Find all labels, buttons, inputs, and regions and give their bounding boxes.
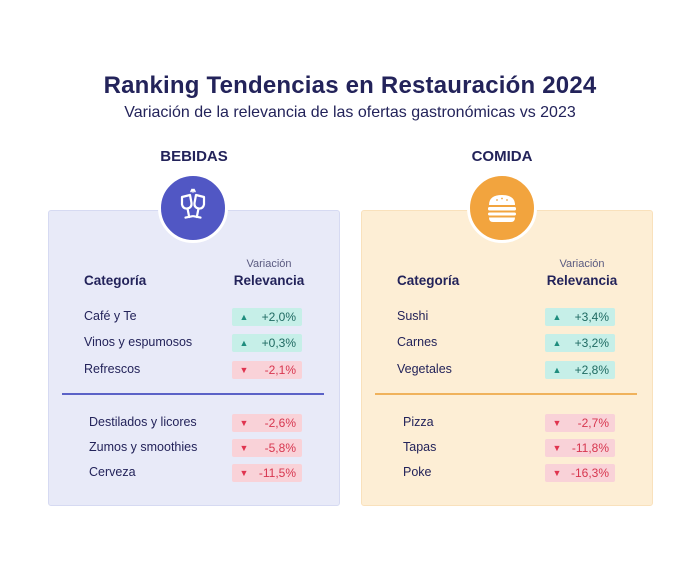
arrow-down-icon: ▼	[552, 443, 562, 453]
comida-row-value-badge: ▲ +3,2%	[545, 334, 615, 352]
bebidas-row-value: +2,0%	[261, 310, 296, 324]
bebidas-row-value-badge: ▼ -2,1%	[232, 361, 302, 379]
comida-col-variation: Variación	[559, 258, 605, 270]
bebidas-col-variation: Variación	[246, 258, 292, 270]
comida-row-category: Tapas	[403, 440, 437, 454]
arrow-up-icon: ▲	[552, 312, 562, 322]
comida-row-value-badge: ▼ -16,3%	[545, 464, 615, 482]
bebidas-panel	[48, 210, 340, 506]
bebidas-divider	[62, 393, 324, 395]
bebidas-badge	[158, 173, 228, 243]
comida-row-value-badge: ▲ +2,8%	[545, 361, 615, 379]
bebidas-row-value: -11,5%	[258, 466, 296, 480]
page-subtitle: Variación de la relevancia de las oferta…	[124, 104, 576, 121]
arrow-down-icon: ▼	[239, 468, 249, 478]
comida-row-value: -2,7%	[577, 416, 609, 430]
bebidas-row-category: Destilados y licores	[89, 415, 197, 429]
comida-row-value: -16,3%	[570, 466, 609, 480]
comida-row-category: Poke	[403, 465, 432, 479]
comida-col-category: Categoría	[397, 273, 460, 288]
comida-row-category: Pizza	[403, 415, 434, 429]
burger-icon	[488, 195, 516, 222]
bebidas-row-category: Café y Te	[84, 309, 137, 323]
bebidas-row-value-badge: ▲ +0,3%	[232, 334, 302, 352]
comida-row-value: +3,2%	[574, 336, 609, 350]
arrow-down-icon: ▼	[239, 443, 249, 453]
comida-badge	[467, 173, 537, 243]
arrow-up-icon: ▲	[552, 365, 562, 375]
comida-row-value-badge: ▲ +3,4%	[545, 308, 615, 326]
comida-row-value: +2,8%	[574, 363, 609, 377]
bebidas-heading: BEBIDAS	[160, 148, 228, 165]
arrow-down-icon: ▼	[552, 468, 562, 478]
page-title: Ranking Tendencias en Restauración 2024	[103, 72, 597, 99]
comida-row-value: -11,8%	[571, 441, 609, 455]
comida-col-relevance: Relevancia	[546, 273, 618, 288]
arrow-down-icon: ▼	[239, 418, 249, 428]
bebidas-row-value: +0,3%	[261, 336, 296, 350]
comida-row-category: Carnes	[397, 335, 438, 349]
bebidas-row-value-badge: ▼ -2,6%	[232, 414, 302, 432]
bebidas-row-value-badge: ▼ -11,5%	[232, 464, 302, 482]
bebidas-row-value-badge: ▲ +2,0%	[232, 308, 302, 326]
comida-row-value-badge: ▼ -2,7%	[545, 414, 615, 432]
comida-row-category: Sushi	[397, 309, 429, 323]
arrow-up-icon: ▲	[239, 312, 249, 322]
arrow-down-icon: ▼	[239, 365, 249, 375]
comida-heading: COMIDA	[471, 148, 533, 165]
comida-panel	[361, 210, 653, 506]
bebidas-row-value-badge: ▼ -5,8%	[232, 439, 302, 457]
bebidas-row-category: Cerveza	[89, 465, 136, 479]
bebidas-row-category: Refrescos	[84, 362, 141, 376]
bebidas-col-category: Categoría	[84, 273, 147, 288]
arrow-up-icon: ▲	[552, 338, 562, 348]
bebidas-row-category: Zumos y smoothies	[89, 440, 198, 454]
arrow-up-icon: ▲	[239, 338, 249, 348]
bebidas-row-category: Vinos y espumosos	[84, 335, 193, 349]
bebidas-row-value: -5,8%	[264, 441, 296, 455]
arrow-down-icon: ▼	[552, 418, 562, 428]
bebidas-row-value: -2,6%	[264, 416, 296, 430]
comida-row-category: Vegetales	[397, 362, 452, 376]
bebidas-col-relevance: Relevancia	[233, 273, 305, 288]
wine-glasses-icon	[180, 188, 206, 219]
comida-row-value-badge: ▼ -11,8%	[545, 439, 615, 457]
comida-row-value: +3,4%	[574, 310, 609, 324]
bebidas-row-value: -2,1%	[264, 363, 296, 377]
comida-divider	[375, 393, 637, 395]
